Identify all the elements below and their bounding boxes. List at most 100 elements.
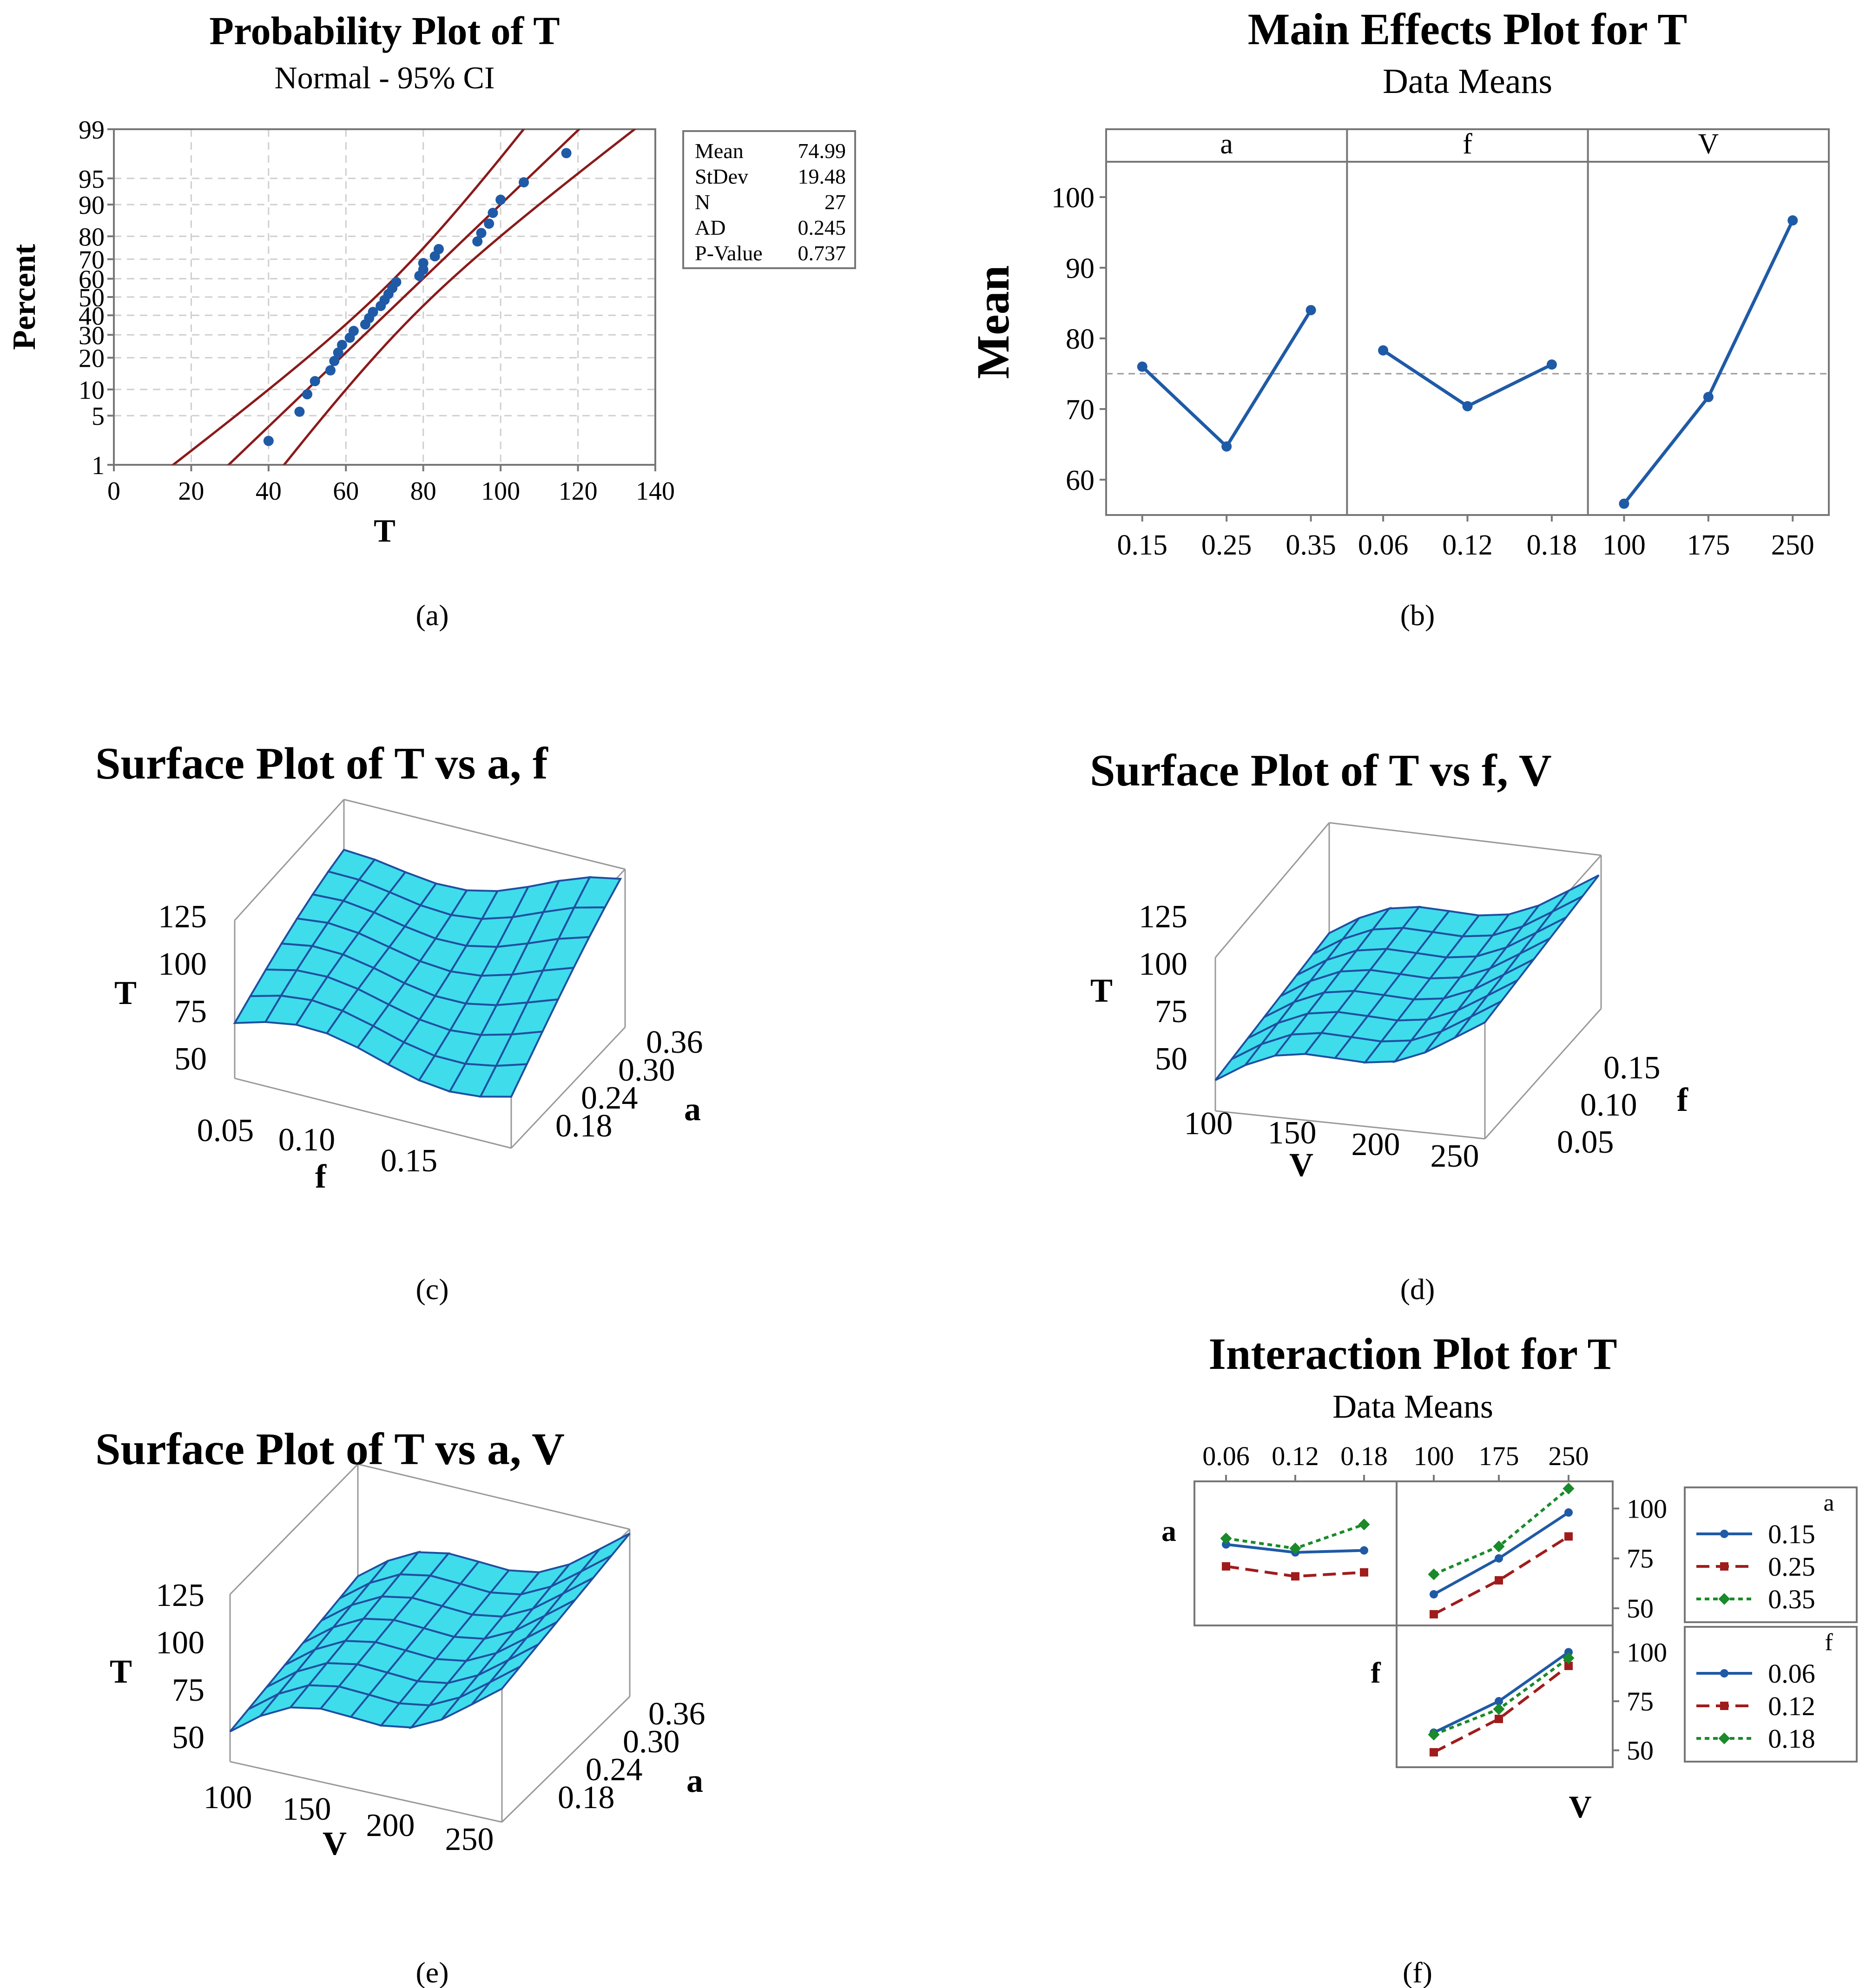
surface-box-edge [230,1761,502,1823]
prob-stats-box [682,130,856,269]
surface-box-edge [510,1026,626,1149]
surface-mesh-d [1214,874,1600,1081]
prob-data-point [333,347,343,358]
me-y-label: Mean [967,265,1019,379]
me-y-tick-label: 70 [1066,394,1095,426]
prob-data-point [336,340,347,350]
int-point [1428,1729,1440,1741]
int-row-label-a: a [1161,1514,1176,1547]
prob-y-tick-label: 50 [79,284,105,312]
me-point [1787,215,1798,226]
surface-x-tick-label: 200 [1352,1127,1400,1162]
prob-data-point [519,177,529,188]
me-point [1378,345,1389,356]
surface-box-edge [1215,1110,1485,1140]
me-point [1619,498,1629,509]
int-series-line [1433,1535,1569,1616]
caption-b: (b) [1400,599,1435,632]
prob-data-point [484,218,495,229]
surface-z-tick-label: 125 [158,899,207,935]
int-point [1564,1508,1573,1517]
prob-data-point [472,236,483,247]
me-x-tick-label: 0.12 [1442,529,1493,561]
me-point [1462,401,1473,411]
caption-c: (c) [415,1273,448,1306]
int-point [1493,1703,1505,1715]
prob-y-tick-label: 70 [79,246,105,275]
int-top-tick-label: 175 [1479,1441,1519,1471]
surface-box-edge [1329,822,1602,856]
surface-y-label: a [686,1762,703,1799]
prob-stat-label: Mean [695,139,744,163]
int-legend-label: 0.25 [1768,1552,1815,1582]
prob-x-tick-label: 0 [107,477,120,506]
surface-z-tick-label: 75 [172,1672,204,1708]
me-point [1306,305,1316,316]
surface-cell [471,1665,521,1705]
prob-title: Probability Plot of T [209,8,560,53]
me-title: Main Effects Plot for T [1248,4,1688,54]
me-point [1137,361,1147,372]
int-point [1222,1562,1230,1571]
surface-x-tick-label: 250 [445,1822,494,1857]
int-legend-marker [1720,1669,1728,1678]
int-point [1360,1568,1368,1577]
int-legend-label: 0.35 [1768,1584,1815,1614]
int-point [1358,1519,1370,1531]
prob-data-point [368,307,378,317]
int-right-tick-label: 75 [1627,1544,1654,1574]
prob-stat-value: 0.245 [798,216,846,239]
int-legend-label: 0.15 [1768,1519,1815,1549]
prob-y-tick-label: 40 [79,302,105,330]
int-top-tick-label: 250 [1549,1441,1589,1471]
prob-lo-line [171,129,525,465]
prob-stat-value: 19.48 [798,165,846,188]
prob-stat-value: 27 [824,190,846,214]
int-point [1220,1532,1232,1545]
me-x-tick-label: 0.18 [1527,529,1577,561]
surface-z-tick-label: 100 [156,1625,204,1661]
int-bottom-label: V [1569,1789,1591,1824]
int-title: Interaction Plot for T [1209,1329,1617,1379]
me-point [1221,441,1232,452]
prob-data-point [488,207,498,218]
surface-y-tick-label: 0.24 [586,1752,643,1788]
prob-subtitle: Normal - 95% CI [274,60,495,95]
int-point [1495,1715,1503,1724]
prob-data-point [561,148,572,159]
caption-f: (f) [1403,1956,1432,1988]
int-legend-box [1684,1626,1858,1763]
prob-y-label: Percent [7,244,42,350]
caption-e: (e) [415,1956,448,1988]
int-legend-label: 0.12 [1768,1691,1815,1721]
surface-x-tick-label: 150 [283,1791,331,1827]
me-point [1703,392,1714,403]
surface-z-tick-label: 100 [158,946,207,982]
int-subtitle: Data Means [1332,1388,1493,1425]
prob-data-point [263,436,274,446]
prob-x-tick-label: 120 [559,477,598,506]
int-point [1360,1546,1368,1555]
int-point [1289,1542,1301,1554]
prob-data-point [294,406,305,417]
prob-y-tick-label: 95 [79,165,105,194]
prob-data-point [418,258,429,269]
surface-z-tick-label: 125 [156,1578,204,1613]
surface-box-edge [234,1077,512,1149]
int-legend-marker [1720,1530,1728,1538]
surface-cell [1454,1000,1502,1039]
int-legend-marker [1720,1702,1728,1710]
int-series-line [1433,1664,1569,1754]
int-top-tick-label: 100 [1414,1441,1454,1471]
surface-z-tick-label: 125 [1139,899,1187,935]
prob-y-tick-label: 80 [79,223,105,251]
surface-x-tick-label: 250 [1431,1138,1479,1174]
prob-hi-line [283,129,637,465]
int-point [1222,1540,1230,1549]
int-legend-title: a [1823,1490,1834,1516]
int-point [1493,1540,1505,1552]
me-x-tick-label: 0.25 [1201,529,1252,561]
int-point [1430,1748,1438,1757]
int-legend-title: f [1825,1629,1833,1656]
me-panel-header: a [1220,128,1233,160]
